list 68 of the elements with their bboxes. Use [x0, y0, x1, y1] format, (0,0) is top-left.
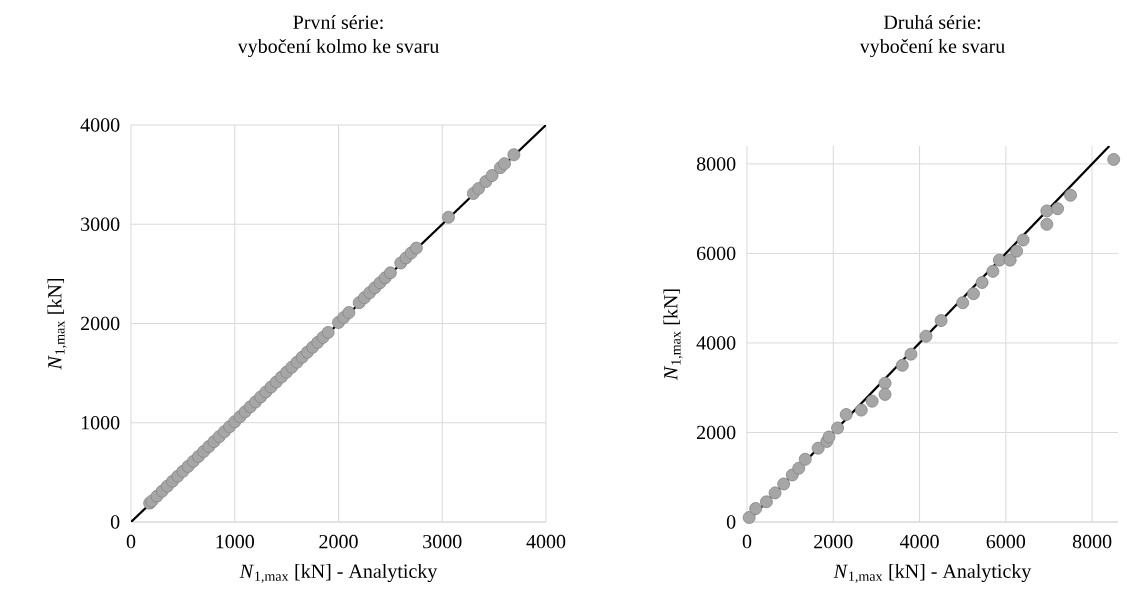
point [749, 502, 763, 515]
x-tick-label: 1000 [216, 534, 254, 549]
chart-subtitle: vybočení kolmo ke svaru [237, 38, 439, 58]
x-tick-label: 6000 [986, 534, 1026, 549]
x-tick-label: 0 [742, 534, 752, 549]
x-tick-label: 4000 [899, 534, 939, 549]
point [507, 148, 521, 162]
point [822, 430, 836, 444]
point [768, 486, 782, 500]
point [442, 210, 455, 224]
y-tick-label: 4000 [80, 118, 120, 132]
point [854, 403, 868, 417]
y-tick-label: 0 [110, 515, 120, 529]
point [1051, 202, 1064, 216]
point [1016, 233, 1030, 247]
point [498, 157, 511, 171]
point [485, 169, 499, 183]
point [986, 264, 1000, 278]
point [742, 511, 756, 524]
point [811, 441, 825, 455]
x-tick-label: 8000 [1072, 534, 1112, 549]
point [878, 388, 892, 401]
point [878, 376, 892, 390]
point [975, 276, 989, 289]
point [1064, 188, 1077, 202]
point [409, 241, 423, 255]
x-tick-label: 4000 [526, 534, 566, 549]
point [967, 287, 980, 301]
point [1040, 204, 1054, 218]
y-axis-title: N$_{1,max}$ [kN] [47, 278, 67, 370]
point [895, 358, 909, 372]
y-tick-label: 6000 [697, 246, 736, 261]
y-tick-label: 0 [726, 515, 736, 529]
y-tick-label: 4000 [696, 336, 736, 350]
y-axis-title: N$_{1,max}$ [kN] [663, 289, 683, 381]
point [1003, 253, 1017, 267]
point [865, 394, 879, 408]
point [792, 461, 806, 475]
x-axis-title: N$_{1,max}$ [kN] - Analyticky [833, 563, 1032, 584]
x-tick-label: 2000 [319, 534, 358, 549]
x-axis-title: N$_{1,max}$ [kN] - Analyticky [239, 563, 438, 584]
point [342, 306, 356, 319]
y-tick-label: 8000 [696, 157, 736, 171]
point [831, 421, 844, 435]
point [1040, 217, 1054, 231]
chart-subtitle: vybočení ke svaru [859, 38, 1005, 58]
y-tick-label: 3000 [81, 217, 120, 231]
point [472, 182, 485, 195]
point [992, 253, 1006, 267]
point [760, 495, 773, 509]
point [798, 452, 812, 466]
point [1010, 244, 1024, 258]
point [383, 266, 397, 280]
point [321, 326, 335, 339]
point [934, 314, 948, 327]
point [904, 347, 918, 361]
y-tick-label: 1000 [81, 415, 120, 430]
point [919, 329, 933, 343]
y-tick-label: 2000 [81, 316, 120, 331]
point [839, 408, 853, 421]
x-tick-label: 3000 [423, 534, 462, 549]
x-tick-label: 2000 [814, 534, 853, 549]
point [777, 477, 791, 491]
x-tick-label: 0 [126, 534, 136, 549]
point [956, 296, 970, 310]
chart-title: Druhá série: [883, 14, 981, 30]
chart-title: První série: [293, 14, 383, 30]
y-tick-label: 2000 [697, 425, 736, 440]
